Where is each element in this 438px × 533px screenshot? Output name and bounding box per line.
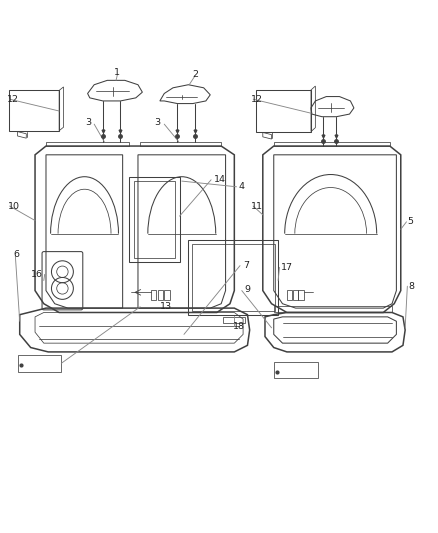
Text: 18: 18 [233,322,245,332]
Text: 3: 3 [85,118,91,127]
Text: 7: 7 [243,261,249,270]
Text: 12: 12 [251,95,262,104]
Text: 13: 13 [159,302,172,311]
Text: 9: 9 [244,285,251,294]
Text: 5: 5 [407,217,413,227]
Text: 3: 3 [154,118,160,127]
Text: 4: 4 [239,182,245,191]
Text: 10: 10 [8,201,20,211]
Text: 17: 17 [281,263,293,272]
Text: 1: 1 [114,68,120,77]
Text: 16: 16 [31,270,43,279]
Text: 14: 14 [214,175,226,184]
Text: 6: 6 [13,250,19,259]
Text: 2: 2 [192,70,198,79]
Text: 8: 8 [408,282,414,290]
Text: 11: 11 [251,201,262,211]
Text: 12: 12 [7,95,18,104]
